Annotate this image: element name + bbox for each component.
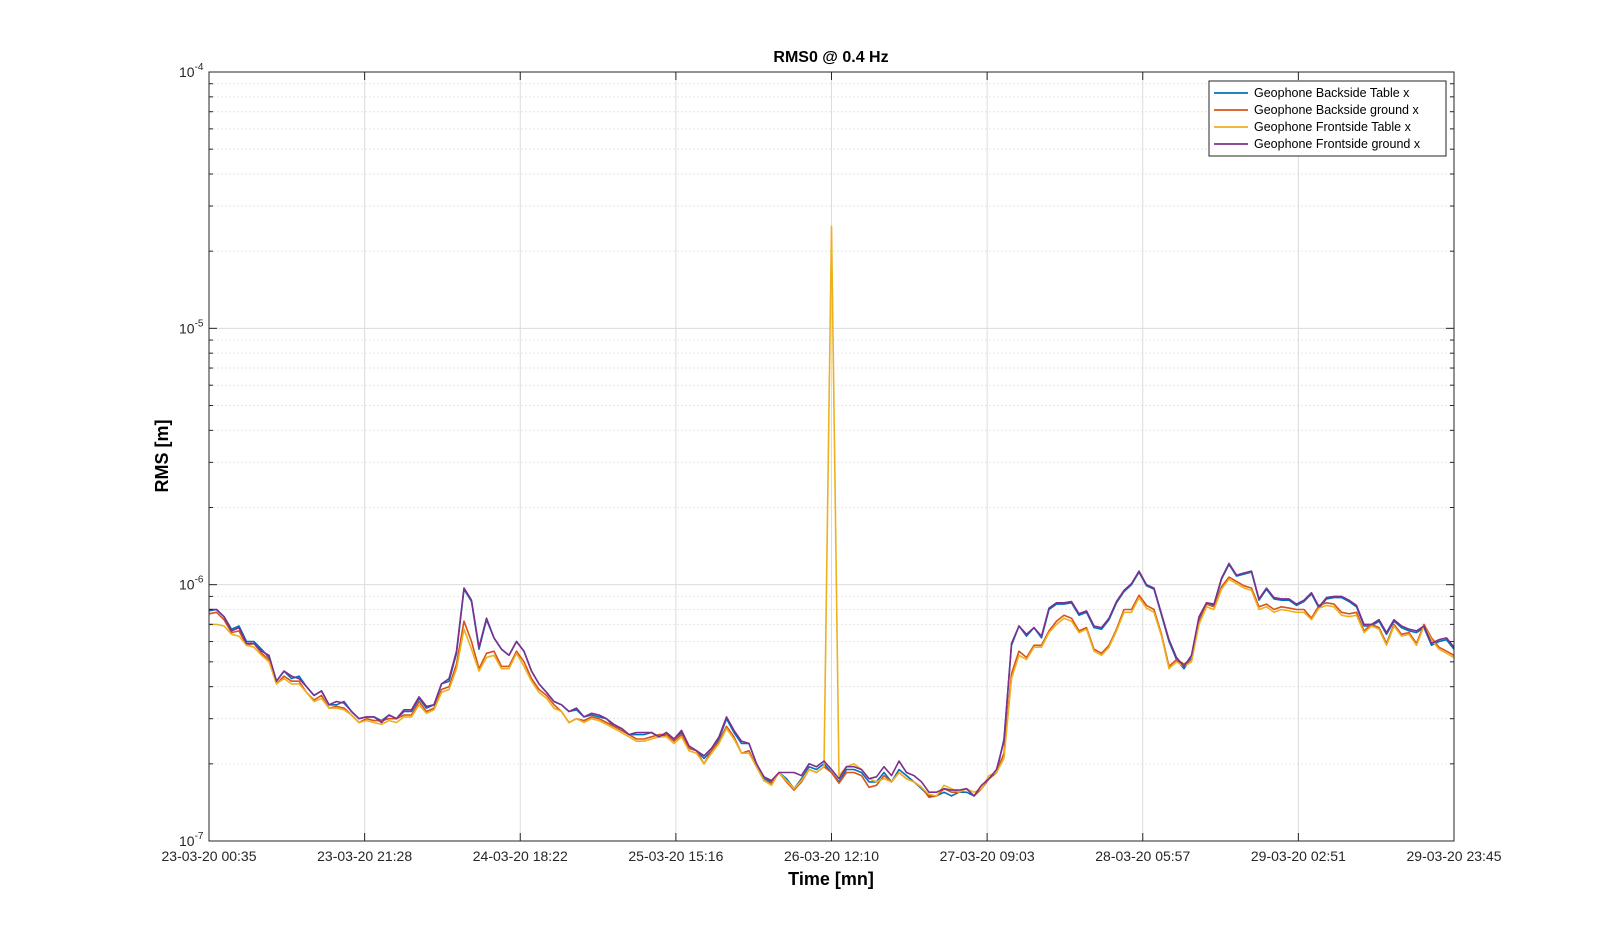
legend-box [1208,80,1447,157]
x-tick-labels: 23-03-20 00:35 23-03-20 21:28 24-03-20 18:… [162,848,1502,864]
y-tick-exponent: -7 [195,831,204,842]
y-tick-base: 10 [179,833,195,849]
x-tick-label: 27-03-20 09:03 [940,848,1035,864]
legend-entry: Geophone Backside Table x [1254,86,1410,100]
y-tick-exponent: -5 [195,318,204,329]
y-tick-exponent: -4 [195,62,204,73]
y-tick-base: 10 [179,577,195,593]
y-tick-label: 10-7 [179,831,204,849]
y-tick-exponent: -6 [195,575,204,586]
series-line-3 [209,225,1455,797]
series-layer [208,225,1455,799]
legend-entry: Geophone Backside ground x [1254,103,1419,117]
x-tick-label: 29-03-20 02:51 [1251,848,1346,864]
y-tick-labels: 10-710-610-510-4 [179,62,204,849]
y-tick-label: 10-6 [179,575,204,593]
x-tick-label: 26-03-20 12:10 [784,848,879,864]
x-tick-label: 28-03-20 05:57 [1095,848,1190,864]
series-line-4 [209,562,1455,797]
y-tick-base: 10 [179,64,195,80]
legend-entry: Geophone Frontside ground x [1254,137,1421,151]
x-tick-label: 23-03-20 00:35 [162,848,257,864]
x-tick-label: 23-03-20 21:28 [317,848,412,864]
y-tick-base: 10 [179,320,195,336]
legend-entry: Geophone Frontside Table x [1254,120,1412,134]
x-tick-label: 29-03-20 23:45 [1407,848,1502,864]
series-line-2 [208,576,1455,799]
x-tick-label: 24-03-20 18:22 [473,848,568,864]
chart-title: RMS0 @ 0.4 Hz [773,49,888,66]
ticks [208,71,1455,842]
x-tick-label: 25-03-20 15:16 [628,848,723,864]
y-tick-label: 10-5 [179,318,204,336]
y-tick-label: 10-4 [179,62,204,80]
legend: Geophone Backside Table x Geophone Backsi… [1208,80,1447,157]
y-axis-label: RMS [m] [152,420,172,493]
x-axis-label: Time [mn] [788,869,874,889]
